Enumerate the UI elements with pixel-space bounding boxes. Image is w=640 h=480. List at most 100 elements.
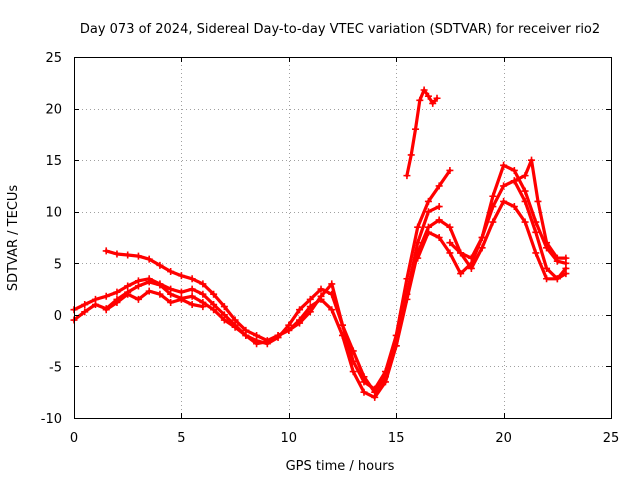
y-tick-label: -10 — [41, 412, 62, 427]
data-point — [528, 156, 536, 164]
data-point — [435, 203, 443, 211]
data-point — [412, 125, 420, 133]
data-point — [177, 295, 185, 303]
data-point — [532, 249, 540, 257]
data-point — [435, 182, 443, 190]
data-point — [349, 368, 357, 376]
data-point — [102, 247, 110, 255]
data-point — [371, 388, 379, 396]
data-point — [457, 249, 465, 257]
chart-title: Day 073 of 2024, Sidereal Day-to-day VTE… — [80, 22, 600, 37]
x-axis-label: GPS time / hours — [286, 459, 395, 474]
y-tick-label: 15 — [45, 154, 62, 169]
data-point — [521, 218, 529, 226]
plot-frame — [74, 57, 612, 419]
markers-arc-f — [446, 197, 570, 283]
data-point — [510, 177, 518, 185]
data-point — [403, 295, 411, 303]
data-point — [199, 280, 207, 288]
data-point — [467, 264, 475, 272]
data-point — [360, 388, 368, 396]
data-point — [349, 357, 357, 365]
data-point — [210, 301, 218, 309]
data-point — [424, 208, 432, 216]
y-axis-label: SDTVAR / TECUs — [6, 185, 21, 292]
data-point — [134, 277, 142, 285]
data-point — [489, 218, 497, 226]
data-point — [532, 228, 540, 236]
data-point — [231, 316, 239, 324]
x-tick-label: 25 — [603, 431, 620, 446]
data-point — [339, 321, 346, 329]
data-point — [124, 251, 132, 259]
data-point — [489, 192, 497, 200]
data-point — [446, 249, 454, 257]
data-point — [534, 197, 542, 205]
data-point — [145, 275, 153, 283]
data-point — [381, 373, 389, 381]
data-point — [210, 290, 218, 298]
data-point — [433, 94, 441, 102]
y-tick-label: -5 — [49, 360, 62, 375]
data-point — [199, 290, 207, 298]
data-point — [177, 288, 185, 296]
y-tick-label: 0 — [54, 309, 62, 324]
data-point — [543, 264, 551, 272]
data-point — [328, 280, 336, 288]
data-point — [220, 311, 228, 319]
x-tick-label: 5 — [177, 431, 185, 446]
data-point — [500, 197, 508, 205]
data-point — [414, 254, 422, 262]
y-tick-label: 5 — [54, 257, 62, 272]
data-point — [317, 285, 325, 293]
markers-arc-e — [414, 177, 570, 283]
data-point — [253, 331, 261, 339]
data-point — [521, 187, 529, 195]
y-tick-label: 25 — [45, 51, 62, 66]
data-point — [285, 326, 293, 334]
data-point — [424, 92, 432, 100]
data-point — [403, 275, 411, 283]
data-point — [489, 203, 497, 211]
data-point — [242, 326, 250, 334]
data-point — [562, 254, 570, 262]
data-point — [424, 197, 432, 205]
axis-ticks: 0 5 10 15 20 25 -10 -5 0 5 10 15 20 25 — [41, 51, 620, 446]
data-point — [263, 337, 271, 345]
data-point — [403, 172, 411, 180]
data-point — [91, 295, 99, 303]
markers-arc-d — [403, 86, 441, 180]
x-tick-label: 10 — [281, 431, 298, 446]
data-point — [145, 255, 153, 263]
data-point — [81, 308, 89, 316]
data-point — [510, 203, 518, 211]
data-point — [167, 298, 175, 306]
x-tick-label: 15 — [388, 431, 405, 446]
data-point — [416, 96, 424, 104]
data-point — [478, 244, 486, 252]
data-point — [296, 319, 304, 327]
data-point — [124, 290, 132, 298]
data-point — [420, 86, 428, 94]
data-point — [328, 306, 336, 314]
data-point — [306, 295, 314, 303]
data-point — [188, 275, 196, 283]
data-point — [424, 228, 432, 236]
data-point — [392, 342, 400, 350]
data-point — [113, 288, 121, 296]
data-point — [543, 239, 551, 247]
data-point — [156, 290, 164, 298]
markers-arc-h — [102, 287, 207, 314]
data-point — [113, 250, 121, 258]
series-arc-h — [104, 289, 205, 312]
x-tick-label: 0 — [70, 431, 78, 446]
grid-lines — [74, 57, 611, 418]
data-point — [188, 301, 196, 309]
data-point — [521, 172, 529, 180]
series-layer — [70, 86, 570, 401]
data-point — [156, 280, 164, 288]
data-point — [177, 272, 185, 280]
data-point — [102, 306, 110, 314]
data-point — [296, 306, 304, 314]
